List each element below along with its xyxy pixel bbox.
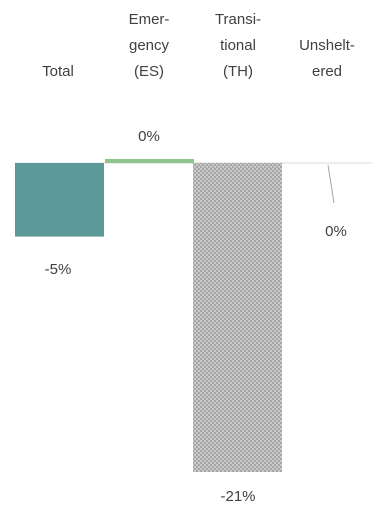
bar-emergency xyxy=(105,159,194,163)
category-labels: Total Emer-gency (ES) Transi-tional (TH) U… xyxy=(42,11,355,80)
category-label-total: Total xyxy=(42,63,74,80)
data-label-leader-line xyxy=(327,164,335,204)
data-labels: -5% 0% -21% 0% xyxy=(45,128,347,505)
category-label-emergency: Emer-gency (ES) xyxy=(129,11,170,80)
data-label-emergency: 0% xyxy=(138,128,160,145)
data-label-unsheltered: 0% xyxy=(325,223,347,240)
category-label-transitional: Transi-tional (TH) xyxy=(215,11,261,80)
data-label-total: -5% xyxy=(45,261,72,278)
bar-transitional xyxy=(193,163,282,472)
bar-total xyxy=(15,163,104,237)
bars xyxy=(15,159,282,472)
data-label-transitional: -21% xyxy=(220,488,255,505)
category-label-unsheltered: Unshelt-ered xyxy=(299,37,355,80)
